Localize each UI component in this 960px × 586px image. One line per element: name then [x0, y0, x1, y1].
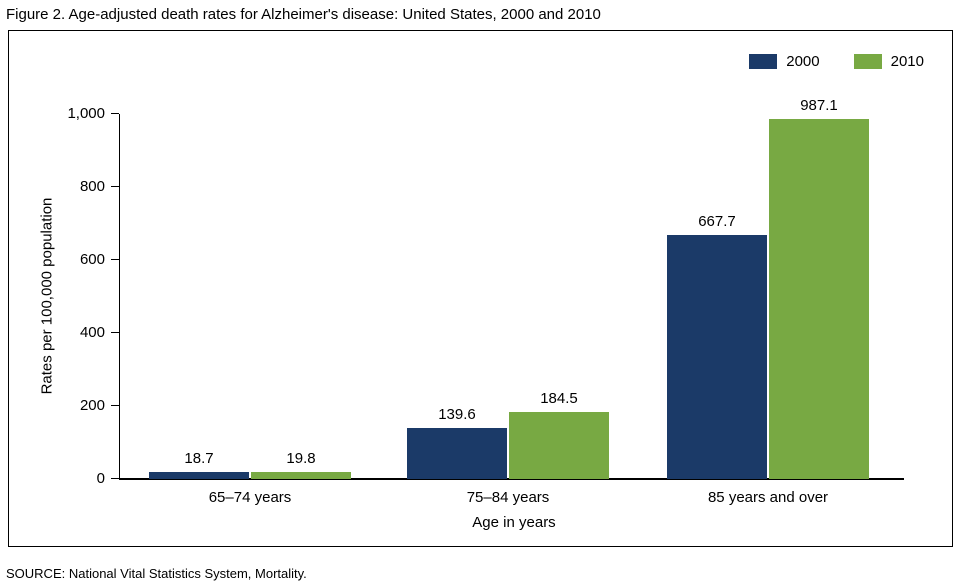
bar-2000-1 [407, 428, 507, 479]
y-tick-mark [111, 259, 119, 260]
legend-swatch-2010 [853, 54, 882, 69]
y-tick-mark [111, 113, 119, 114]
chart-area: 2000 2010 Rates per 100,000 population Ag… [8, 30, 953, 547]
y-tick-mark [111, 405, 119, 406]
y-axis-line [119, 114, 120, 479]
bar-value-label-2010-2: 987.1 [800, 96, 838, 114]
bar-value-label-2000-0: 18.7 [184, 450, 214, 468]
y-axis-title: Rates per 100,000 population [38, 197, 56, 395]
legend-item-2010: 2010 [853, 53, 924, 70]
y-tick-label: 1,000 [67, 105, 105, 122]
x-axis-line [119, 478, 904, 480]
bar-value-label-2010-0: 19.8 [286, 449, 316, 467]
category-label-2: 85 years and over [707, 489, 829, 506]
legend-swatch-2000 [749, 54, 778, 69]
legend-item-2000: 2000 [749, 53, 820, 70]
y-tick-label: 400 [79, 324, 105, 341]
bar-value-label-2010-1: 184.5 [540, 389, 578, 407]
category-label-1: 75–84 years [466, 489, 550, 506]
y-tick-mark [111, 186, 119, 187]
y-tick-label: 200 [79, 397, 105, 414]
figure-title: Figure 2. Age-adjusted death rates for A… [6, 6, 601, 23]
bar-value-label-2000-1: 139.6 [438, 406, 476, 424]
y-tick-mark [111, 478, 119, 479]
y-tick-label: 800 [79, 178, 105, 195]
y-tick-mark [111, 332, 119, 333]
legend-label-2000: 2000 [786, 53, 820, 70]
bar-2010-2 [769, 118, 869, 479]
y-tick-label: 0 [96, 470, 105, 487]
bar-2000-0 [149, 472, 249, 479]
bar-2010-0 [251, 471, 351, 479]
legend: 2000 2010 [749, 53, 924, 70]
category-label-0: 65–74 years [208, 489, 292, 506]
legend-label-2010: 2010 [890, 53, 924, 70]
source-note: SOURCE: National Vital Statistics System… [6, 566, 307, 581]
bar-2010-1 [509, 411, 609, 479]
bar-value-label-2000-2: 667.7 [698, 213, 736, 231]
x-axis-title: Age in years [472, 514, 556, 531]
bar-2000-2 [667, 235, 767, 479]
y-tick-label: 600 [79, 251, 105, 268]
